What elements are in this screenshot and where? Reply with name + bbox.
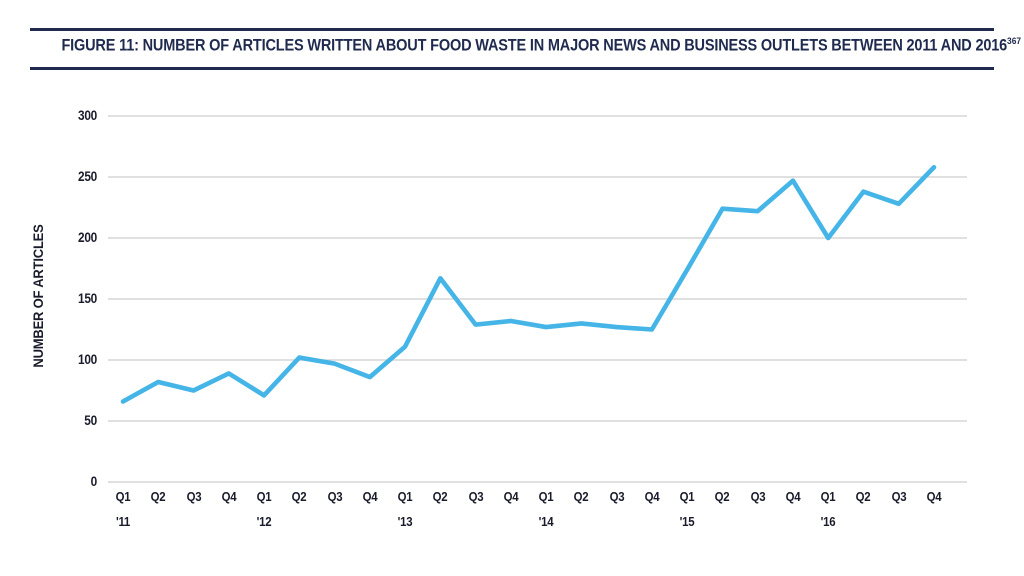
year-label: '11: [115, 514, 131, 529]
x-tick-label: Q3: [468, 489, 483, 504]
x-tick-label: Q1: [397, 489, 413, 504]
y-tick-label: 0: [90, 474, 98, 489]
x-tick-label: Q1: [256, 489, 272, 504]
x-tick-label: Q4: [644, 489, 660, 504]
gridlines-group: [108, 115, 967, 483]
bottom-rule: [30, 67, 994, 70]
x-tick-label: Q3: [750, 489, 766, 504]
year-label: '16: [820, 514, 836, 529]
x-tick-label: Q1: [538, 489, 554, 504]
x-tick-label: Q2: [856, 489, 871, 504]
figure-title: FIGURE 11: NUMBER OF ARTICLES WRITTEN AB…: [61, 36, 1021, 56]
y-tick-label: 300: [77, 108, 97, 123]
x-tick-label: Q4: [362, 489, 378, 504]
y-tick-label: 200: [77, 230, 97, 245]
articles-trend-line: [120, 164, 937, 404]
year-label: '14: [538, 514, 554, 529]
year-label: '12: [256, 514, 272, 529]
x-tick-label: Q1: [820, 489, 836, 504]
year-label: '13: [397, 514, 413, 529]
x-tick-label: Q4: [503, 489, 519, 504]
x-tick-label: Q2: [574, 489, 589, 504]
x-tick-label: Q2: [150, 489, 166, 504]
x-tick-label: Q2: [291, 489, 307, 504]
x-tick-label: Q3: [327, 489, 342, 504]
y-tick-label: 100: [77, 352, 97, 367]
x-tick-label: Q2: [715, 489, 730, 504]
y-tick-label: 50: [84, 413, 97, 428]
x-tick-label: Q1: [115, 489, 131, 504]
x-tick-label: Q2: [432, 489, 448, 504]
x-tick-label: Q4: [926, 489, 942, 504]
x-tick-label: Q3: [609, 489, 625, 504]
y-tick-label: 250: [77, 169, 97, 184]
x-tick-label: Q3: [186, 489, 201, 504]
x-tick-label: Q1: [679, 489, 695, 504]
x-tick-label: Q4: [221, 489, 237, 504]
footnote-reference: 367: [1007, 36, 1021, 47]
figure-title-text: FIGURE 11: NUMBER OF ARTICLES WRITTEN AB…: [61, 36, 1008, 55]
year-label: '15: [679, 514, 695, 529]
x-tick-label: Q4: [785, 489, 801, 504]
y-tick-label: 150: [77, 291, 97, 306]
top-rule: [30, 28, 994, 31]
x-tick-label: Q3: [891, 489, 907, 504]
